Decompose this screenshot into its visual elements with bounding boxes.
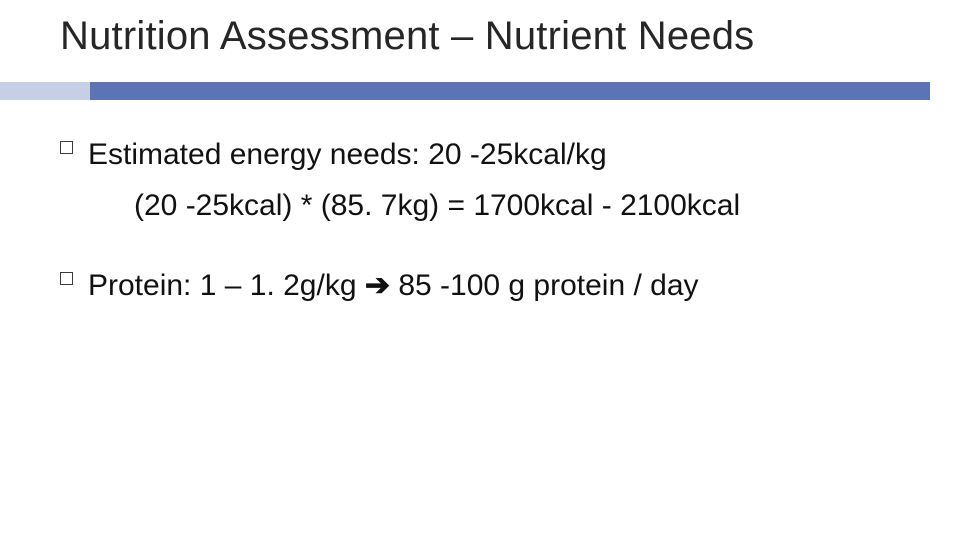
bullet-marker-icon (60, 272, 73, 285)
bullet-item: Protein: 1 – 1. 2g/kg ➔ 85 -100 g protei… (60, 266, 910, 307)
slide: Nutrition Assessment – Nutrient Needs Es… (0, 0, 960, 540)
accent-bar (0, 82, 930, 100)
slide-body: Estimated energy needs: 20 -25kcal/kg (2… (60, 135, 910, 317)
arrow-icon: ➔ (365, 269, 390, 302)
bullet-text-post: 85 -100 g protein / day (390, 269, 699, 302)
bullet-item: Estimated energy needs: 20 -25kcal/kg (60, 135, 910, 176)
slide-title: Nutrition Assessment – Nutrient Needs (60, 14, 920, 59)
bullet-marker-icon (60, 141, 73, 154)
bullet-subtext: (20 -25kcal) * (85. 7kg) = 1700kcal - 21… (60, 186, 910, 227)
bullet-text: Estimated energy needs: 20 -25kcal/kg (88, 138, 607, 171)
bullet-text-pre: Protein: 1 – 1. 2g/kg (88, 269, 365, 302)
